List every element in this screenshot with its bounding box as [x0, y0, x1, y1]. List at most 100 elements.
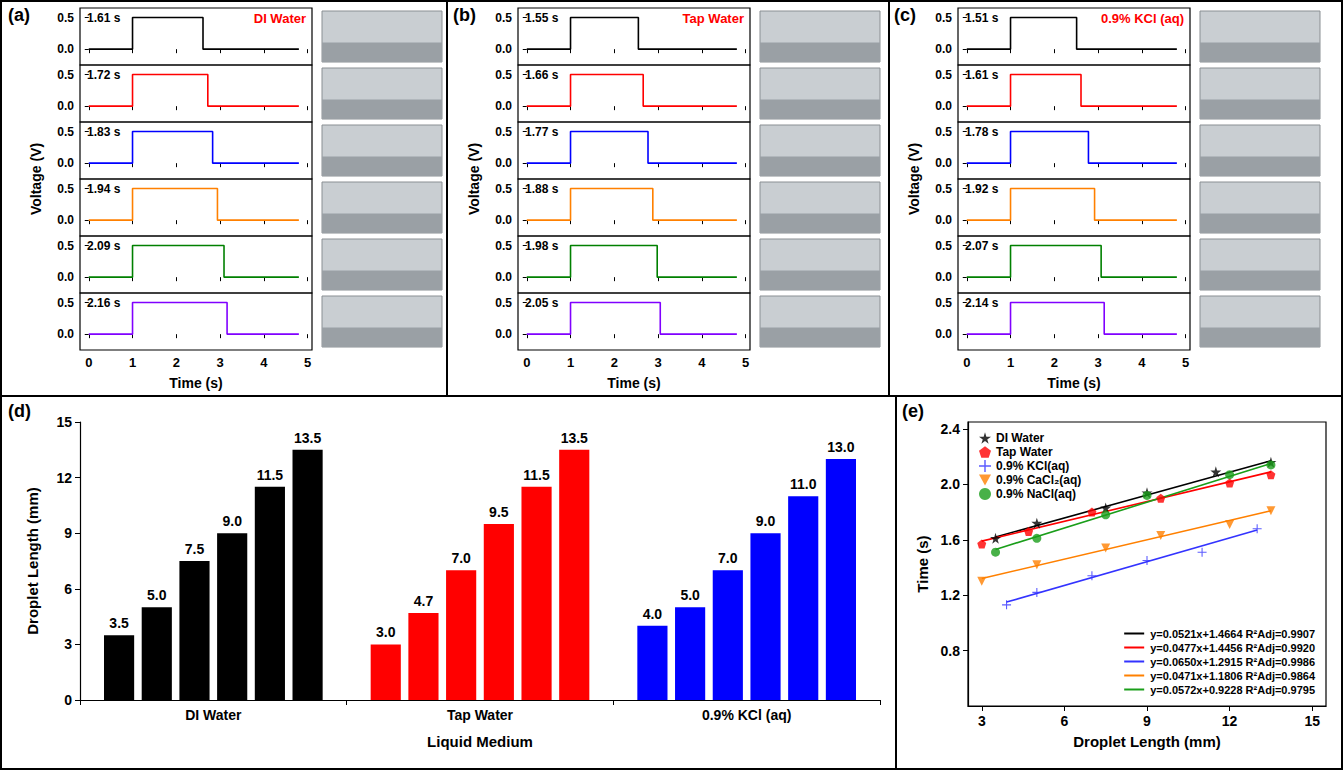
svg-text:1.61 s: 1.61 s: [87, 11, 121, 25]
svg-text:3: 3: [654, 355, 661, 370]
svg-text:5: 5: [742, 355, 749, 370]
svg-text:2.0: 2.0: [941, 476, 961, 492]
svg-text:1.78 s: 1.78 s: [965, 125, 999, 139]
svg-text:15: 15: [56, 414, 72, 430]
svg-text:0.9% KCl (aq): 0.9% KCl (aq): [702, 707, 791, 723]
svg-text:1: 1: [1007, 355, 1014, 370]
svg-text:0.0: 0.0: [935, 327, 952, 341]
svg-text:1: 1: [567, 355, 574, 370]
svg-text:0.8: 0.8: [941, 643, 961, 659]
svg-text:0.5: 0.5: [495, 296, 512, 310]
svg-text:0.5: 0.5: [57, 125, 74, 139]
svg-text:y=0.0471x+1.1806 R²Adj=0.9864: y=0.0471x+1.1806 R²Adj=0.9864: [1150, 670, 1316, 682]
svg-text:5: 5: [1182, 355, 1189, 370]
svg-text:(e): (e): [902, 401, 924, 421]
svg-text:0.5: 0.5: [57, 239, 74, 253]
svg-text:0.5: 0.5: [57, 296, 74, 310]
svg-text:y=0.0572x+0.9228 R²Adj=0.9795: y=0.0572x+0.9228 R²Adj=0.9795: [1150, 684, 1315, 696]
svg-text:7.0: 7.0: [718, 550, 738, 566]
svg-text:7.0: 7.0: [451, 550, 471, 566]
svg-text:3.0: 3.0: [376, 624, 396, 640]
svg-text:0.0: 0.0: [495, 213, 512, 227]
svg-text:6: 6: [1060, 713, 1068, 729]
svg-text:1.83 s: 1.83 s: [87, 125, 121, 139]
svg-text:5.0: 5.0: [147, 587, 167, 603]
svg-text:1: 1: [129, 355, 136, 370]
svg-text:0: 0: [523, 355, 530, 370]
svg-text:9.5: 9.5: [489, 504, 509, 520]
svg-text:Time (s): Time (s): [169, 375, 222, 391]
svg-text:0.0: 0.0: [935, 270, 952, 284]
svg-text:1.94 s: 1.94 s: [87, 182, 121, 196]
svg-text:1.61 s: 1.61 s: [965, 68, 999, 82]
svg-text:0.5: 0.5: [935, 68, 952, 82]
svg-text:0.5: 0.5: [57, 182, 74, 196]
svg-text:0.5: 0.5: [57, 68, 74, 82]
svg-text:1.66 s: 1.66 s: [525, 68, 559, 82]
svg-text:y=0.0521x+1.4664 R²Adj=0.9907: y=0.0521x+1.4664 R²Adj=0.9907: [1150, 628, 1315, 640]
svg-text:3: 3: [1094, 355, 1101, 370]
svg-text:(d): (d): [8, 401, 31, 421]
svg-text:0.5: 0.5: [935, 182, 952, 196]
svg-text:0.9% CaCl₂(aq): 0.9% CaCl₂(aq): [996, 473, 1081, 487]
svg-text:7.5: 7.5: [185, 541, 205, 557]
svg-text:(b): (b): [453, 5, 476, 25]
svg-text:2.16 s: 2.16 s: [87, 296, 121, 310]
svg-text:0: 0: [963, 355, 970, 370]
svg-text:0.0: 0.0: [495, 99, 512, 113]
svg-text:Voltage (V): Voltage (V): [28, 143, 44, 215]
svg-text:1.98 s: 1.98 s: [525, 239, 559, 253]
svg-text:12: 12: [56, 470, 72, 486]
svg-text:Droplet Length (mm): Droplet Length (mm): [24, 487, 41, 635]
svg-text:13.5: 13.5: [561, 430, 588, 446]
svg-text:2.07 s: 2.07 s: [965, 239, 999, 253]
svg-text:0.0: 0.0: [935, 99, 952, 113]
svg-text:2.14 s: 2.14 s: [965, 296, 999, 310]
svg-text:0.5: 0.5: [935, 296, 952, 310]
svg-text:Time (s): Time (s): [607, 375, 660, 391]
svg-text:Tap Water: Tap Water: [996, 445, 1053, 459]
svg-text:4: 4: [1138, 355, 1146, 370]
svg-text:3: 3: [64, 636, 72, 652]
svg-text:0.5: 0.5: [57, 11, 74, 25]
svg-text:0.5: 0.5: [495, 11, 512, 25]
svg-text:1.92 s: 1.92 s: [965, 182, 999, 196]
svg-text:y=0.0477x+1.4456 R²Adj=0.9920: y=0.0477x+1.4456 R²Adj=0.9920: [1150, 642, 1315, 654]
svg-text:Voltage (V): Voltage (V): [906, 143, 922, 215]
svg-text:2.05 s: 2.05 s: [525, 296, 559, 310]
svg-text:0.0: 0.0: [495, 42, 512, 56]
svg-text:(c): (c): [894, 5, 916, 25]
svg-text:2: 2: [1051, 355, 1058, 370]
svg-text:9: 9: [64, 525, 72, 541]
svg-text:0.5: 0.5: [935, 11, 952, 25]
svg-text:3: 3: [216, 355, 223, 370]
svg-text:0.0: 0.0: [495, 270, 512, 284]
svg-text:11.5: 11.5: [257, 467, 284, 483]
svg-text:1.6: 1.6: [941, 532, 961, 548]
svg-text:9.0: 9.0: [222, 513, 242, 529]
svg-text:1.72 s: 1.72 s: [87, 68, 121, 82]
svg-text:2: 2: [173, 355, 180, 370]
svg-text:11.0: 11.0: [790, 476, 817, 492]
svg-text:0.0: 0.0: [935, 213, 952, 227]
svg-text:9: 9: [1143, 713, 1151, 729]
svg-text:0.9% NaCl(aq): 0.9% NaCl(aq): [996, 487, 1076, 501]
svg-text:(a): (a): [8, 5, 30, 25]
svg-text:DI Water: DI Water: [254, 11, 306, 26]
svg-text:0.9% KCl (aq): 0.9% KCl (aq): [1101, 11, 1184, 26]
svg-text:y=0.0650x+1.2915 R²Adj=0.9986: y=0.0650x+1.2915 R²Adj=0.9986: [1150, 656, 1315, 668]
svg-text:9.0: 9.0: [756, 513, 776, 529]
svg-text:13.5: 13.5: [294, 430, 321, 446]
svg-text:0.5: 0.5: [495, 125, 512, 139]
svg-text:0.9% KCl(aq): 0.9% KCl(aq): [996, 459, 1069, 473]
svg-text:Tap Water: Tap Water: [683, 11, 744, 26]
svg-text:Liquid Medium: Liquid Medium: [427, 733, 533, 750]
svg-text:5: 5: [304, 355, 311, 370]
svg-text:0.5: 0.5: [495, 68, 512, 82]
svg-text:0.0: 0.0: [935, 156, 952, 170]
svg-text:Droplet Length (mm): Droplet Length (mm): [1073, 733, 1221, 750]
svg-text:1.77 s: 1.77 s: [525, 125, 559, 139]
svg-text:0.0: 0.0: [57, 327, 74, 341]
svg-text:0.5: 0.5: [935, 125, 952, 139]
svg-text:5.0: 5.0: [680, 587, 700, 603]
